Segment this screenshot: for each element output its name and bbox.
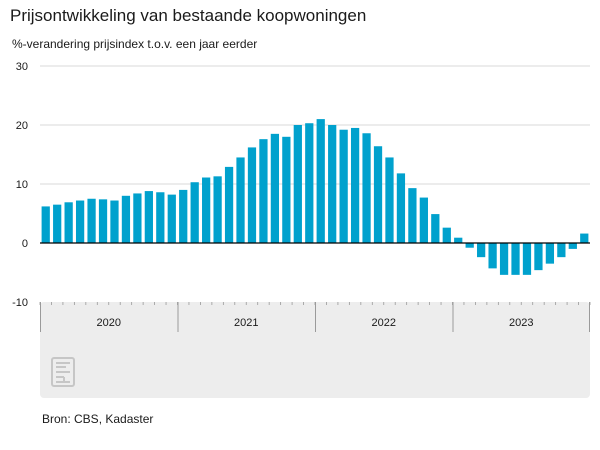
bar-2021-04 (213, 176, 222, 243)
bar-2021-02 (190, 182, 199, 243)
bar-2023-09 (545, 243, 555, 264)
bar-2022-03 (339, 129, 348, 243)
x-year-label: 2023 (509, 317, 533, 329)
bar-2022-10 (419, 197, 428, 243)
bar-2021-12 (305, 123, 314, 243)
bar-2020-08 (121, 195, 131, 243)
cbs-logo-icon (51, 357, 75, 387)
bar-2023-05 (499, 243, 509, 275)
bar-2022-07 (385, 157, 394, 243)
bar-2020-06 (98, 199, 108, 243)
bars (41, 119, 589, 275)
y-tick-label: 10 (16, 179, 28, 191)
bar-2022-06 (373, 146, 383, 243)
x-year-label: 2020 (97, 317, 121, 329)
bar-2020-10 (144, 191, 153, 243)
bar-2020-01 (41, 206, 50, 243)
bar-2022-08 (396, 173, 406, 243)
source-note: Bron: CBS, Kadaster (42, 412, 154, 426)
y-axis-label: %-verandering prijsindex t.o.v. een jaar… (12, 37, 258, 51)
bar-2020-11 (156, 192, 165, 243)
bar-2021-10 (282, 136, 291, 243)
bar-2023-07 (522, 243, 532, 275)
y-tick-label: 20 (16, 120, 28, 132)
bar-2021-01 (179, 189, 188, 243)
bar-2020-03 (64, 202, 73, 243)
x-year-label: 2022 (372, 317, 396, 329)
bar-chart: 30 20 10 0 -10 2020 2021 2022 2023 (12, 61, 591, 398)
grid-lines (40, 65, 590, 185)
y-tick-label: -10 (12, 297, 28, 309)
bar-2021-06 (236, 157, 245, 243)
bar-2023-04 (488, 243, 497, 269)
bar-2023-11 (568, 243, 577, 249)
bar-2020-04 (75, 200, 85, 243)
x-year-label: 2021 (234, 317, 258, 329)
bar-2023-03 (477, 243, 486, 258)
bar-2022-09 (408, 188, 417, 243)
bar-2021-08 (259, 139, 268, 243)
bar-2021-07 (247, 147, 257, 243)
bar-2020-12 (167, 194, 176, 243)
y-tick-label: 30 (16, 61, 28, 73)
bar-2023-10 (557, 243, 566, 258)
bar-2023-06 (511, 243, 520, 275)
bar-2021-03 (202, 177, 211, 243)
bar-2022-12 (442, 227, 451, 243)
axes: 30 20 10 0 -10 2020 2021 2022 2023 (12, 61, 591, 332)
chart-title: Prijsontwikkeling van bestaande koopwoni… (10, 6, 367, 25)
bar-2020-05 (87, 198, 96, 243)
bar-2020-02 (53, 204, 62, 243)
bar-2023-01 (454, 237, 463, 243)
bar-2022-05 (362, 133, 371, 243)
y-tick-label: 0 (22, 238, 28, 250)
bar-2023-12 (580, 233, 589, 243)
bar-2021-09 (270, 133, 280, 243)
bar-2020-07 (110, 200, 119, 243)
bar-2022-04 (350, 127, 360, 243)
bar-2021-05 (224, 166, 234, 243)
bar-2022-02 (328, 125, 337, 243)
bar-2022-11 (431, 214, 440, 243)
bar-2021-11 (293, 125, 302, 243)
bar-2022-01 (316, 119, 325, 243)
bar-2023-08 (534, 243, 543, 271)
bar-2023-02 (465, 243, 474, 248)
bar-2020-09 (133, 193, 142, 243)
